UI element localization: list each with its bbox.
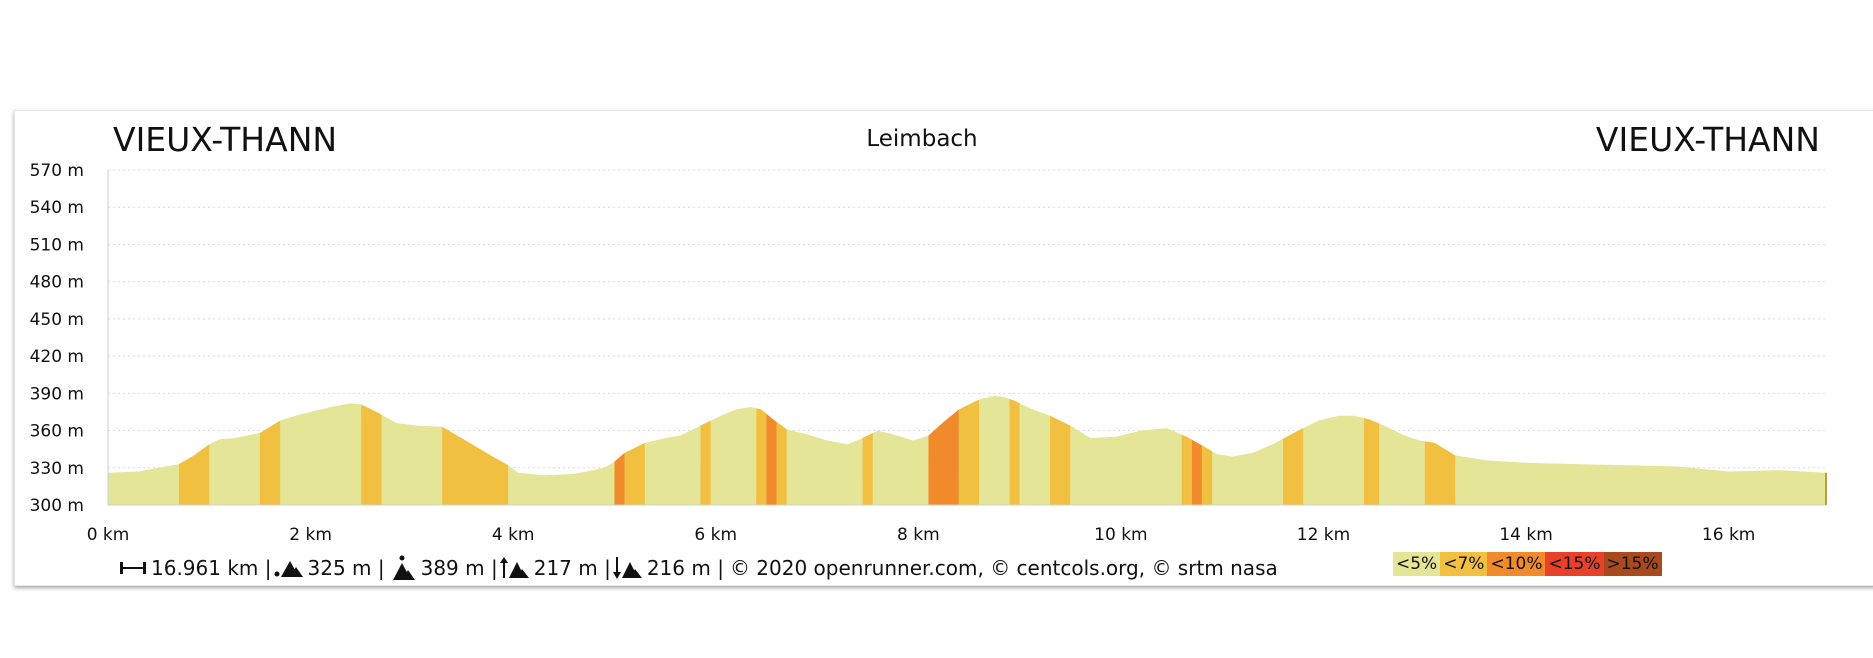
- slope-segment: [1201, 445, 1213, 505]
- x-tick-label: 0 km: [87, 525, 130, 545]
- max-altitude-icon: [392, 555, 415, 580]
- legend-item: <7%: [1440, 552, 1488, 576]
- y-tick-label: 300 m: [30, 496, 84, 516]
- slope-segment: [1050, 415, 1071, 505]
- x-tick-label: 14 km: [1499, 525, 1552, 545]
- stats-bar: 16.961 km | 325 m | 389 m | 217 m | 216 …: [117, 555, 1278, 581]
- slope-segment: [776, 421, 787, 505]
- slope-segment: [1424, 441, 1456, 505]
- end-place-title: VIEUX-THANN: [1595, 120, 1820, 159]
- ascent-value: 217 m |: [533, 556, 611, 580]
- descent-value: 216 m |: [646, 556, 724, 580]
- middle-place-title: Leimbach: [866, 126, 978, 152]
- y-tick-label: 510 m: [30, 235, 84, 255]
- slope-segment: [700, 420, 711, 505]
- x-tick-label: 10 km: [1094, 525, 1147, 545]
- slope-segment: [1282, 428, 1304, 505]
- distance-value: 16.961 km |: [151, 556, 272, 580]
- y-tick-label: 390 m: [30, 384, 84, 404]
- legend-item: <5%: [1393, 552, 1441, 576]
- max-altitude-value: 389 m |: [420, 556, 498, 580]
- slope-segment: [614, 452, 625, 505]
- min-altitude-icon: [274, 561, 303, 577]
- legend-item: <15%: [1545, 552, 1604, 576]
- x-tick-label: 6 km: [694, 525, 737, 545]
- slope-segment: [928, 409, 959, 505]
- y-tick-label: 540 m: [30, 198, 84, 218]
- slope-legend: <5% <7% <10% <15% >15%: [1393, 552, 1662, 576]
- x-tick-label: 8 km: [897, 525, 940, 545]
- slope-segment: [1364, 418, 1380, 505]
- ascent-icon: [499, 557, 529, 578]
- slope-segment: [442, 426, 509, 505]
- slope-segment: [361, 404, 382, 505]
- slope-segment: [862, 433, 873, 505]
- slope-segment: [958, 399, 980, 505]
- credits-text: © 2020 openrunner.com, © centcols.org, ©…: [729, 556, 1278, 580]
- y-tick-label: 480 m: [30, 273, 84, 293]
- min-altitude-value: 325 m |: [307, 556, 385, 580]
- y-tick-label: 450 m: [30, 310, 84, 330]
- y-tick-label: 330 m: [30, 459, 84, 479]
- slope-segment: [1181, 434, 1192, 505]
- y-tick-label: 360 m: [30, 422, 84, 442]
- y-tick-label: 420 m: [30, 347, 84, 367]
- legend-item: <10%: [1487, 552, 1546, 576]
- slope-segment: [259, 420, 281, 505]
- x-tick-label: 16 km: [1702, 525, 1755, 545]
- slope-segment: [766, 413, 777, 505]
- y-tick-label: 570 m: [30, 161, 84, 181]
- legend-item: >15%: [1603, 552, 1662, 576]
- x-tick-label: 12 km: [1297, 525, 1350, 545]
- slope-segment: [624, 443, 645, 505]
- profile-card: [14, 110, 1873, 586]
- x-tick-label: 2 km: [289, 525, 332, 545]
- start-place-title: VIEUX-THANN: [113, 120, 338, 159]
- slope-segment: [1009, 398, 1020, 505]
- distance-icon: [120, 562, 146, 574]
- slope-segment: [1191, 439, 1202, 505]
- slope-segment: [756, 408, 767, 505]
- slope-segment: [178, 444, 210, 505]
- descent-icon: [612, 557, 642, 579]
- x-tick-label: 4 km: [492, 525, 535, 545]
